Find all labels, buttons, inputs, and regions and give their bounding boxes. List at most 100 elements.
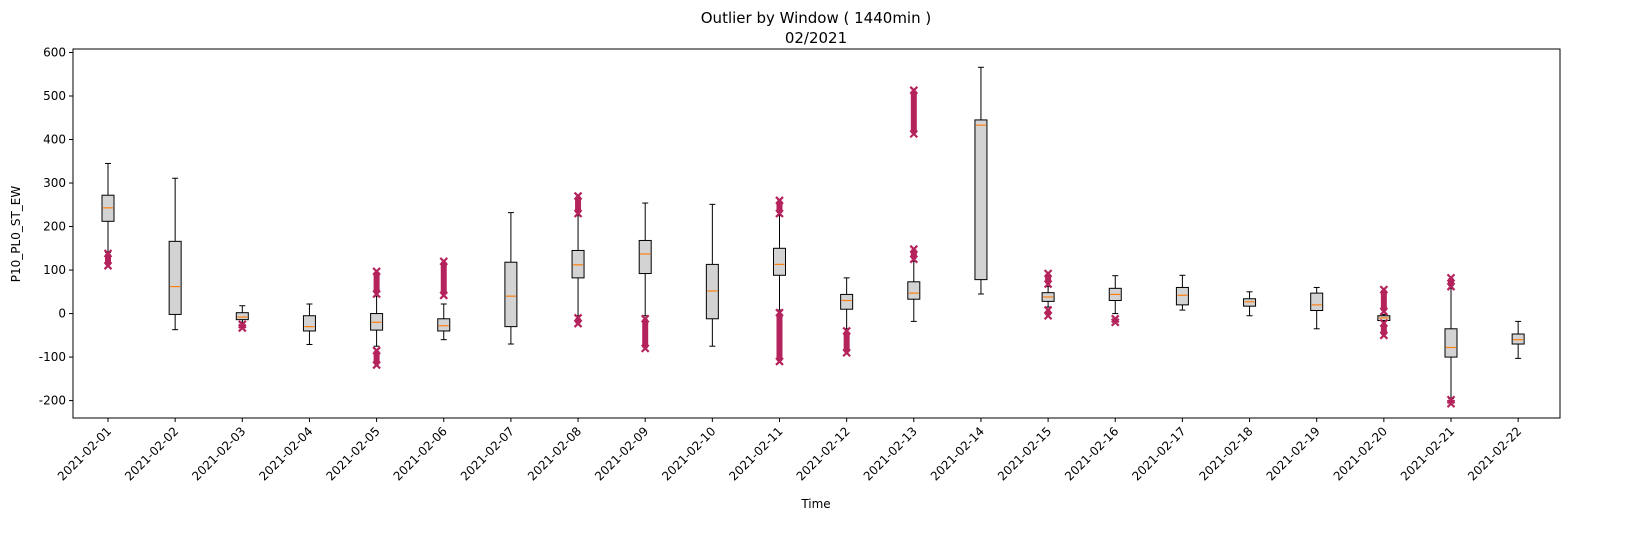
outlier-marker <box>1043 279 1053 289</box>
x-tick-label: 2021-02-08 <box>525 424 584 483</box>
box-2021-02-06 <box>437 257 451 341</box>
x-tick-label: 2021-02-15 <box>995 424 1054 483</box>
y-tick-label: 300 <box>43 176 66 190</box>
box-2021-02-05 <box>370 267 384 370</box>
outlier-cluster <box>1379 285 1389 316</box>
outlier-marker <box>1379 285 1389 294</box>
outlier-band <box>776 200 783 214</box>
outlier-marker <box>1446 282 1456 291</box>
box-iqr <box>437 318 451 332</box>
y-tick-label: 400 <box>43 133 66 147</box>
outlier-marker <box>1379 331 1389 340</box>
box-2021-02-22 <box>1511 320 1525 359</box>
x-tick-label: 2021-02-19 <box>1264 424 1323 483</box>
outlier-marker <box>1043 269 1053 278</box>
outlier-marker <box>775 357 784 366</box>
box-2021-02-18 <box>1243 291 1257 317</box>
x-tick-label: 2021-02-03 <box>189 424 248 483</box>
outlier-marker <box>372 346 381 355</box>
box-2021-02-12 <box>840 277 854 358</box>
box-iqr <box>1444 328 1458 358</box>
outlier-cluster <box>909 86 919 139</box>
y-tick-label: 0 <box>58 307 66 321</box>
box-iqr <box>840 293 854 310</box>
outlier-marker <box>909 129 919 139</box>
outlier-marker <box>573 209 583 218</box>
outlier-band <box>642 318 649 349</box>
box-2021-02-04 <box>302 303 316 345</box>
outlier-marker <box>775 308 784 317</box>
box-iqr <box>504 261 518 328</box>
x-tick-label: 2021-02-17 <box>1129 424 1188 483</box>
outlier-marker <box>372 267 381 276</box>
x-tick-label: 2021-02-20 <box>1331 424 1390 483</box>
y-tick-label: -100 <box>39 350 66 364</box>
box-iqr <box>1310 292 1324 312</box>
outlier-marker <box>103 261 113 270</box>
outlier-cluster <box>775 196 784 218</box>
outlier-marker <box>909 86 919 95</box>
outlier-band <box>575 196 582 214</box>
box-iqr <box>705 263 719 320</box>
outlier-cluster <box>775 308 784 366</box>
chart-title: Outlier by Window ( 1440min ) <box>701 9 931 27</box>
box-2021-02-13 <box>907 86 921 322</box>
box-iqr <box>773 247 786 276</box>
outlier-marker <box>372 289 381 299</box>
plot-area <box>101 66 1525 408</box>
outlier-band <box>843 330 850 353</box>
outlier-marker <box>909 254 919 264</box>
outlier-cluster <box>1379 318 1389 340</box>
box-iqr <box>638 239 652 275</box>
box-iqr <box>168 240 182 315</box>
box-2021-02-16 <box>1108 275 1122 327</box>
outlier-marker <box>775 196 784 205</box>
outlier-cluster <box>1043 305 1053 321</box>
outlier-marker <box>1446 273 1456 283</box>
outlier-cluster <box>372 346 381 370</box>
outlier-marker <box>1379 307 1389 316</box>
x-tick-label: 2021-02-10 <box>659 424 718 483</box>
box-2021-02-08 <box>571 191 585 328</box>
x-tick-label: 2021-02-22 <box>1465 424 1524 483</box>
chart-subtitle: 02/2021 <box>785 29 847 47</box>
outlier-cluster <box>1446 395 1456 408</box>
y-tick-label: -200 <box>39 394 66 408</box>
box-iqr <box>302 315 316 332</box>
x-tick-label: 2021-02-04 <box>256 424 315 483</box>
outlier-cluster <box>842 326 851 358</box>
box-2021-02-21 <box>1444 273 1458 408</box>
box-2021-02-20 <box>1377 285 1391 340</box>
outlier-marker <box>372 360 381 370</box>
plot-frame <box>72 48 1561 419</box>
x-tick-label: 2021-02-14 <box>928 424 987 483</box>
box-iqr <box>1511 333 1525 345</box>
outlier-marker <box>1379 318 1389 328</box>
outlier-marker <box>775 209 784 218</box>
box-iqr <box>235 312 249 321</box>
x-tick-label: 2021-02-13 <box>861 424 920 483</box>
box-2021-02-17 <box>1175 274 1189 311</box>
outlier-marker <box>1446 399 1456 408</box>
x-tick-label: 2021-02-21 <box>1398 424 1457 483</box>
y-axis-label: P10_PL0_ST_EW <box>9 186 23 283</box>
outlier-marker <box>439 291 449 300</box>
box-2021-02-01 <box>101 162 115 270</box>
y-tick-label: 600 <box>43 45 66 59</box>
outlier-cluster <box>439 257 449 300</box>
box-2021-02-10 <box>705 203 719 347</box>
outlier-marker <box>842 326 851 336</box>
outlier-marker <box>640 344 650 353</box>
outlier-cluster <box>1110 314 1120 327</box>
x-tick-label: 2021-02-11 <box>726 424 785 483</box>
box-2021-02-14 <box>974 66 988 295</box>
outlier-cluster <box>1446 273 1456 291</box>
x-tick-label: 2021-02-01 <box>55 424 114 483</box>
outlier-marker <box>909 244 919 254</box>
x-tick-label: 2021-02-07 <box>458 424 517 483</box>
x-tick-label: 2021-02-05 <box>324 424 383 483</box>
box-2021-02-15 <box>1041 269 1055 321</box>
outlier-cluster <box>103 249 113 270</box>
